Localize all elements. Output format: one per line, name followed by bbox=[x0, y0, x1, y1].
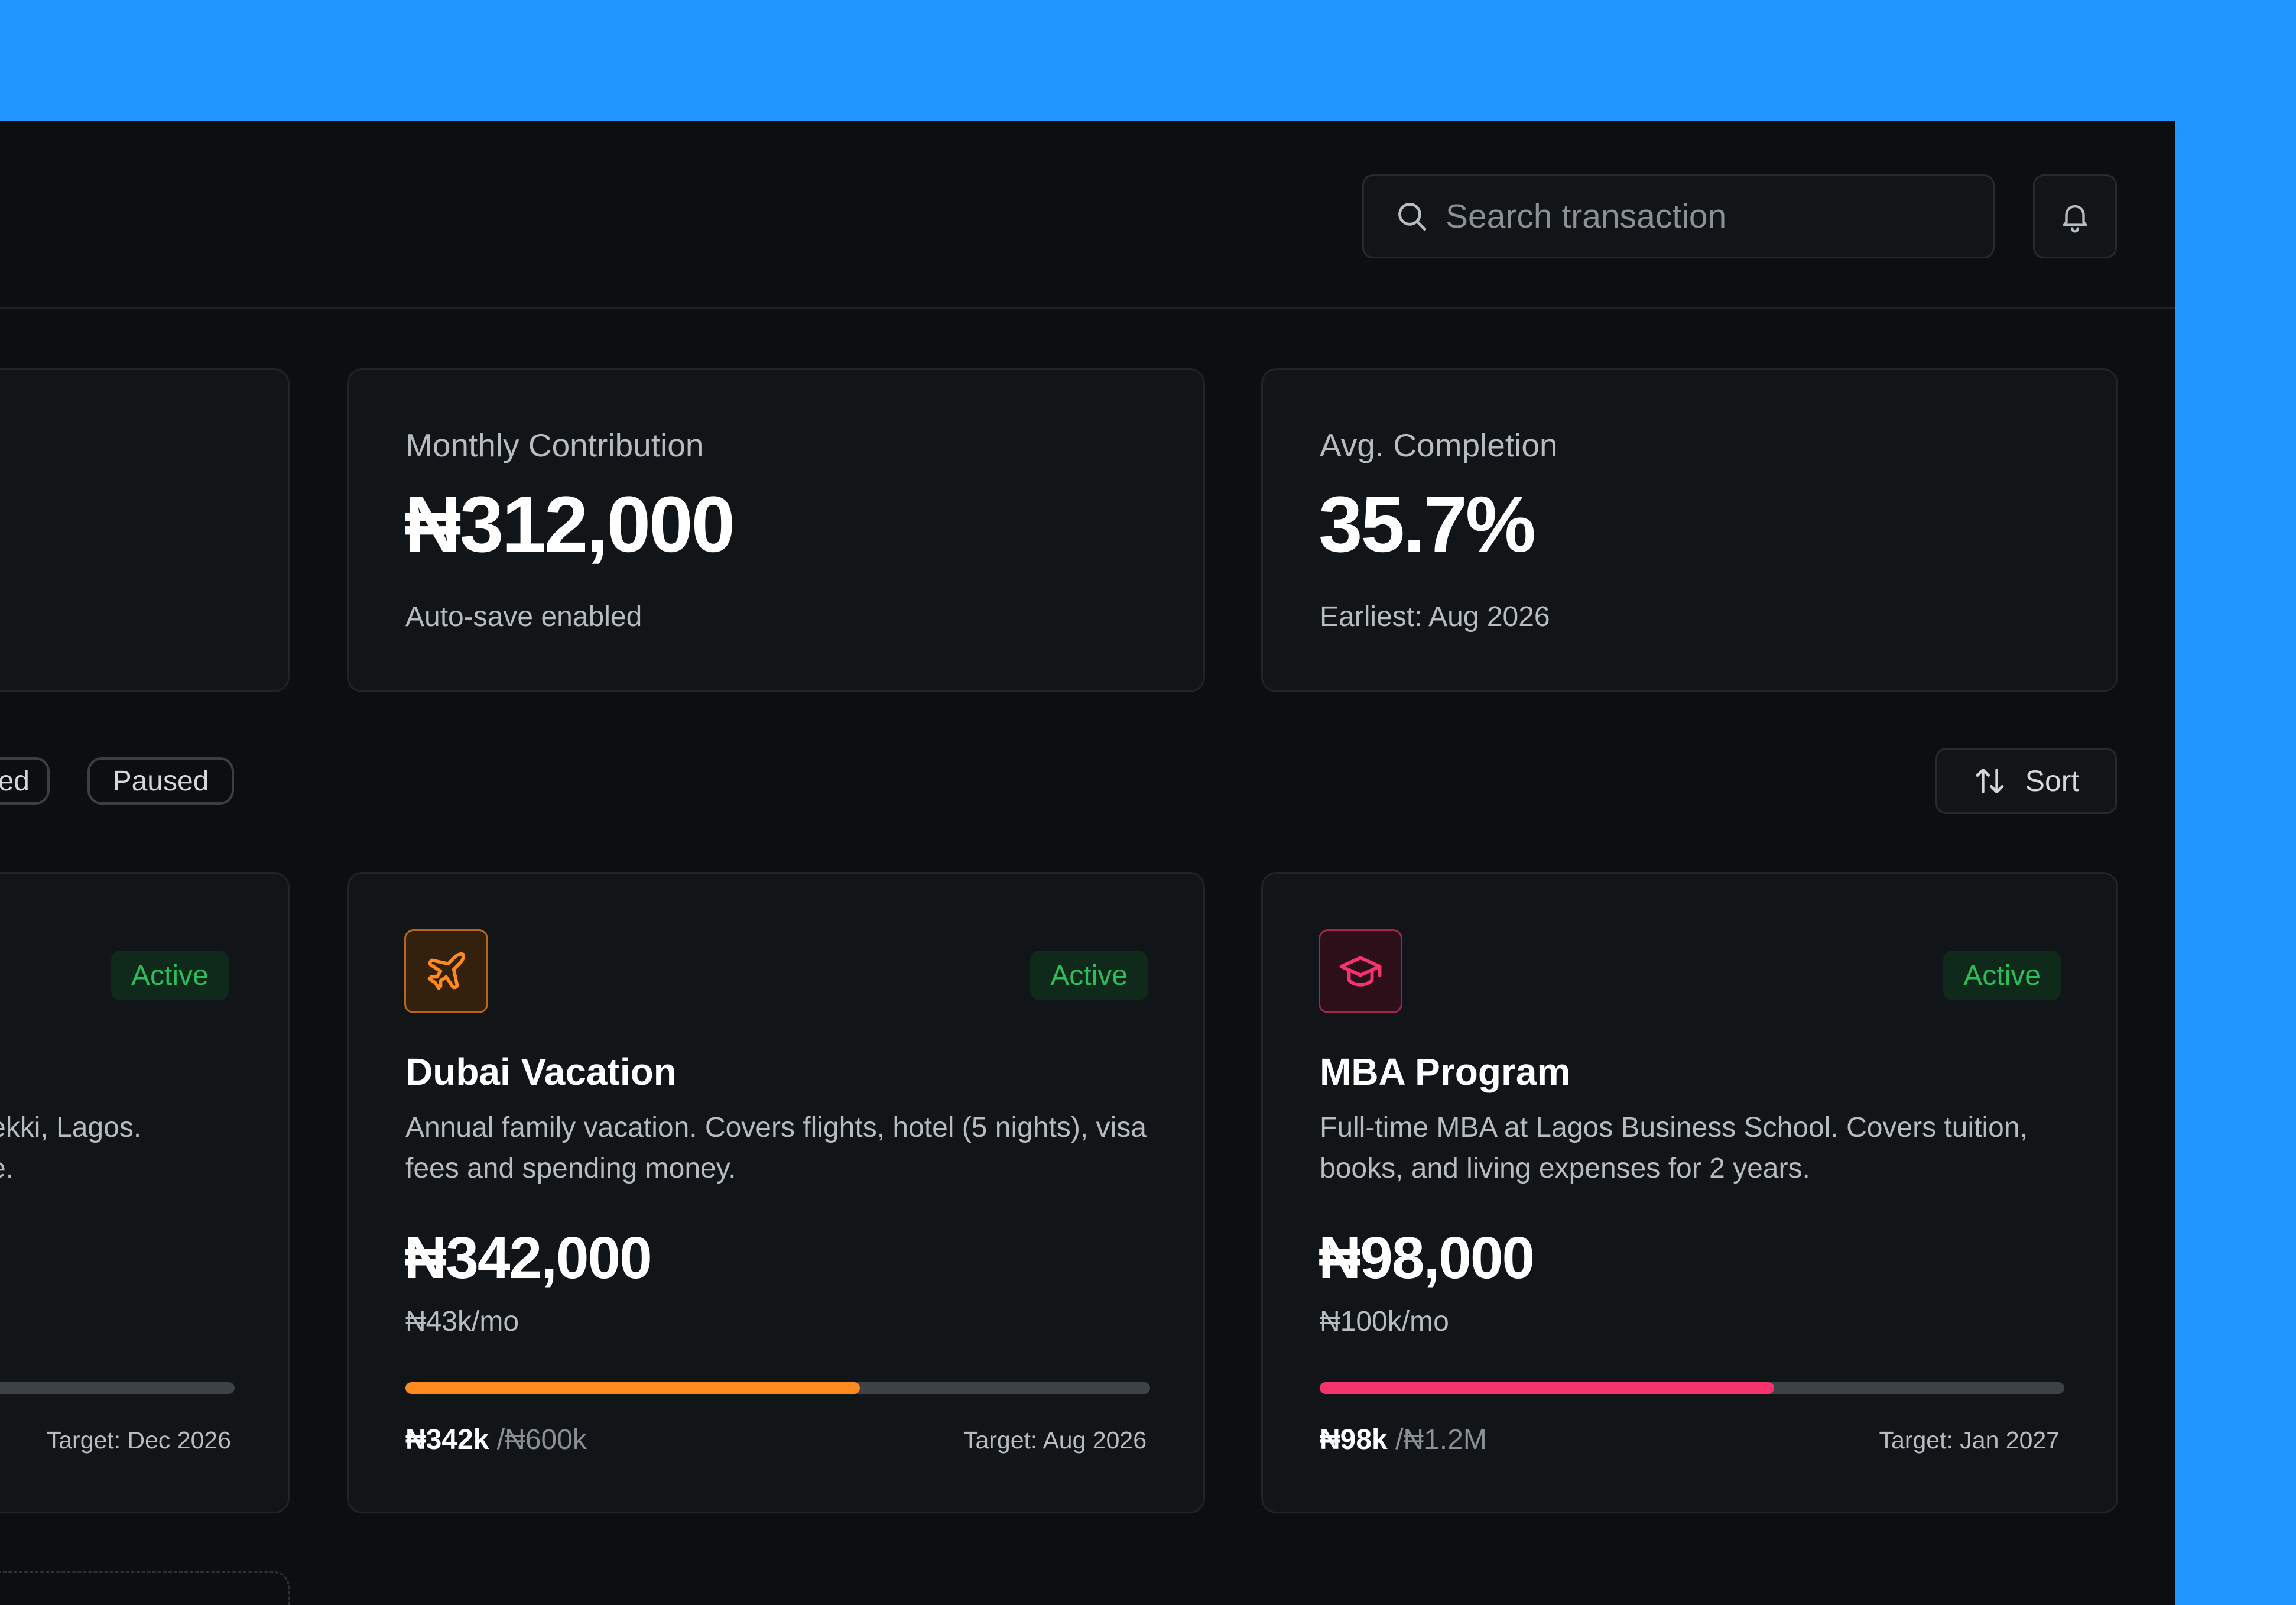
progress-fill bbox=[405, 1382, 860, 1394]
goal-monthly: ₦43k/mo bbox=[405, 1306, 519, 1337]
search-input[interactable]: Search transaction bbox=[1362, 174, 1995, 258]
goal-icon-box bbox=[1319, 929, 1402, 1013]
goal-amount: ₦98,000 bbox=[1319, 1225, 1535, 1291]
status-badge: Active bbox=[1943, 951, 2061, 1000]
goal-progress-amount: ₦342k /₦600k bbox=[405, 1424, 587, 1456]
stat-card-avg-completion: Avg. Completion 35.7% Earliest: Aug 2026 bbox=[1261, 368, 2118, 692]
add-goal-card-partial[interactable] bbox=[0, 1571, 290, 1605]
stat-subtext: Auto-save enabled bbox=[405, 601, 642, 633]
goal-target-date: Target: Dec 2026 bbox=[46, 1426, 231, 1454]
goal-card-dubai-vacation[interactable]: Active Dubai Vacation Annual family vaca… bbox=[347, 872, 1205, 1513]
bell-icon bbox=[2063, 205, 2087, 233]
status-badge: Active bbox=[111, 951, 229, 1000]
stat-card-monthly-contribution: Monthly Contribution ₦312,000 Auto-save … bbox=[347, 368, 1205, 692]
goal-total: /₦1.2M bbox=[1395, 1424, 1487, 1455]
stat-subtext: Earliest: Aug 2026 bbox=[1320, 601, 1550, 633]
search-placeholder: Search transaction bbox=[1446, 197, 1727, 235]
notifications-button[interactable] bbox=[2033, 174, 2117, 258]
goal-card-mba-program[interactable]: Active MBA Program Full-time MBA at Lago… bbox=[1261, 872, 2118, 1513]
graduation-cap-icon bbox=[1339, 956, 1382, 987]
plane-icon bbox=[427, 952, 465, 990]
sort-arrows-icon bbox=[1976, 769, 2003, 793]
stat-value: 35.7% bbox=[1319, 481, 1536, 569]
filter-chip-paused[interactable]: Paused bbox=[87, 757, 234, 805]
goal-description: Full-time MBA at Lagos Business School. … bbox=[1320, 1112, 2028, 1184]
goal-saved: ₦342k bbox=[405, 1424, 489, 1455]
goal-target-date: Target: Aug 2026 bbox=[963, 1426, 1147, 1454]
goal-progress-amount: ₦98k /₦1.2M bbox=[1320, 1424, 1487, 1456]
goal-title: Dubai Vacation bbox=[405, 1050, 677, 1093]
stat-label: Avg. Completion bbox=[1320, 427, 1558, 463]
progress-fill bbox=[1320, 1382, 1774, 1394]
top-bar: Search transaction bbox=[0, 121, 2175, 309]
sort-button[interactable]: Sort bbox=[1935, 748, 2117, 814]
goal-amount: ₦342,000 bbox=[404, 1225, 652, 1291]
stat-value: ₦312,000 bbox=[404, 481, 735, 569]
progress-track bbox=[0, 1382, 235, 1394]
search-icon bbox=[1398, 203, 1427, 231]
progress-track bbox=[1320, 1382, 2064, 1394]
filter-chip-partial[interactable]: ed bbox=[0, 757, 50, 805]
status-badge: Active bbox=[1030, 951, 1148, 1000]
goal-monthly: ₦100k/mo bbox=[1320, 1306, 1449, 1337]
progress-track bbox=[405, 1382, 1150, 1394]
goal-saved: ₦98k bbox=[1320, 1424, 1388, 1455]
stat-card-partial bbox=[0, 368, 290, 692]
stat-label: Monthly Contribution bbox=[405, 427, 704, 463]
goal-total: /₦600k bbox=[496, 1424, 587, 1455]
goal-icon-box bbox=[404, 929, 488, 1013]
goal-target-date: Target: Jan 2027 bbox=[1879, 1426, 2060, 1454]
sort-label: Sort bbox=[2025, 764, 2080, 797]
goal-description: Annual family vacation. Covers flights, … bbox=[405, 1112, 1147, 1184]
app-window: Search transaction Monthly Contribution … bbox=[0, 121, 2175, 1605]
filter-chip-label: ed bbox=[0, 765, 30, 797]
goal-title: MBA Program bbox=[1320, 1050, 1571, 1093]
filter-chip-label: Paused bbox=[112, 765, 209, 797]
